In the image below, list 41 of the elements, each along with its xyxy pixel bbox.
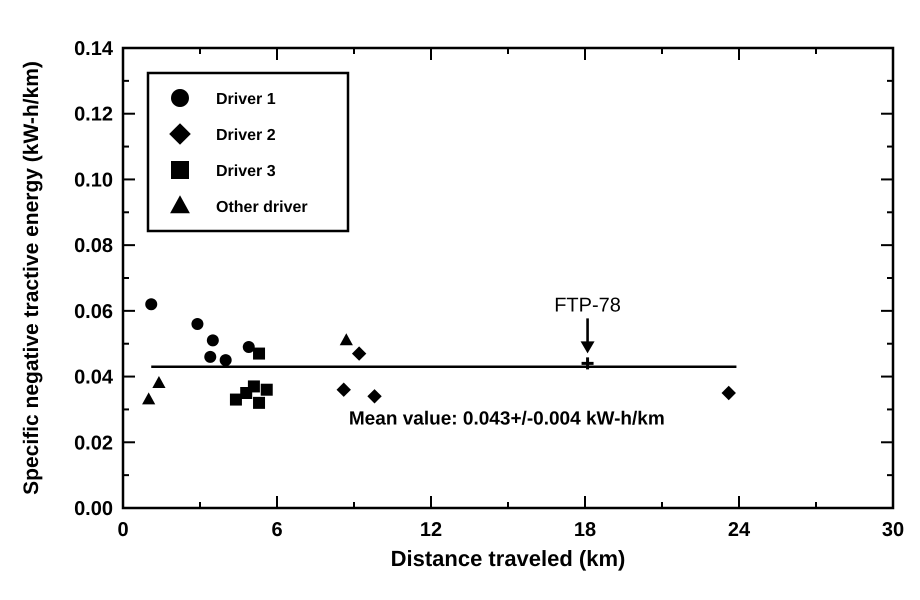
legend-label: Driver 3 — [216, 163, 276, 180]
annotation: FTP-78 — [554, 294, 621, 316]
point — [242, 341, 255, 353]
point — [367, 389, 382, 404]
point — [253, 396, 266, 409]
x-tick-label: 6 — [271, 519, 283, 541]
point — [145, 298, 158, 310]
point — [352, 346, 366, 361]
legend-label: Driver 1 — [216, 91, 276, 108]
x-tick-label: 0 — [117, 519, 129, 541]
legend-label: Other driver — [216, 199, 308, 216]
y-tick-label: 0.00 — [74, 498, 113, 520]
point — [230, 394, 242, 406]
point — [191, 318, 204, 330]
x-tick-label: 24 — [728, 519, 751, 541]
point — [248, 380, 260, 392]
annotation: Mean value: 0.043+/-0.004 kW-h/km — [348, 408, 665, 430]
point — [204, 350, 216, 363]
point — [340, 333, 353, 346]
x-tick-label: 12 — [420, 519, 442, 541]
point — [152, 376, 166, 388]
point — [260, 384, 273, 396]
y-tick-label: 0.02 — [74, 432, 113, 454]
point — [220, 354, 232, 366]
point — [206, 334, 219, 346]
x-axis-title: Distance traveled (km) — [390, 546, 626, 571]
y-tick-label: 0.04 — [74, 366, 114, 389]
y-tick-label: 0.12 — [74, 104, 113, 126]
y-tick-label: 0.08 — [74, 235, 113, 258]
x-tick-label: 30 — [882, 519, 904, 541]
y-tick-label: 0.10 — [74, 169, 113, 192]
y-tick-label: 0.06 — [74, 300, 113, 323]
point — [580, 356, 596, 371]
y-tick-label: 0.14 — [74, 38, 114, 60]
y-axis-title: Specific negative tractive energy (kW-h/km) — [20, 61, 43, 495]
point — [142, 392, 156, 404]
point — [253, 348, 266, 360]
legend-label: Driver 2 — [216, 127, 276, 144]
point — [722, 386, 736, 400]
x-tick-label: 18 — [574, 519, 596, 541]
point — [336, 382, 351, 397]
